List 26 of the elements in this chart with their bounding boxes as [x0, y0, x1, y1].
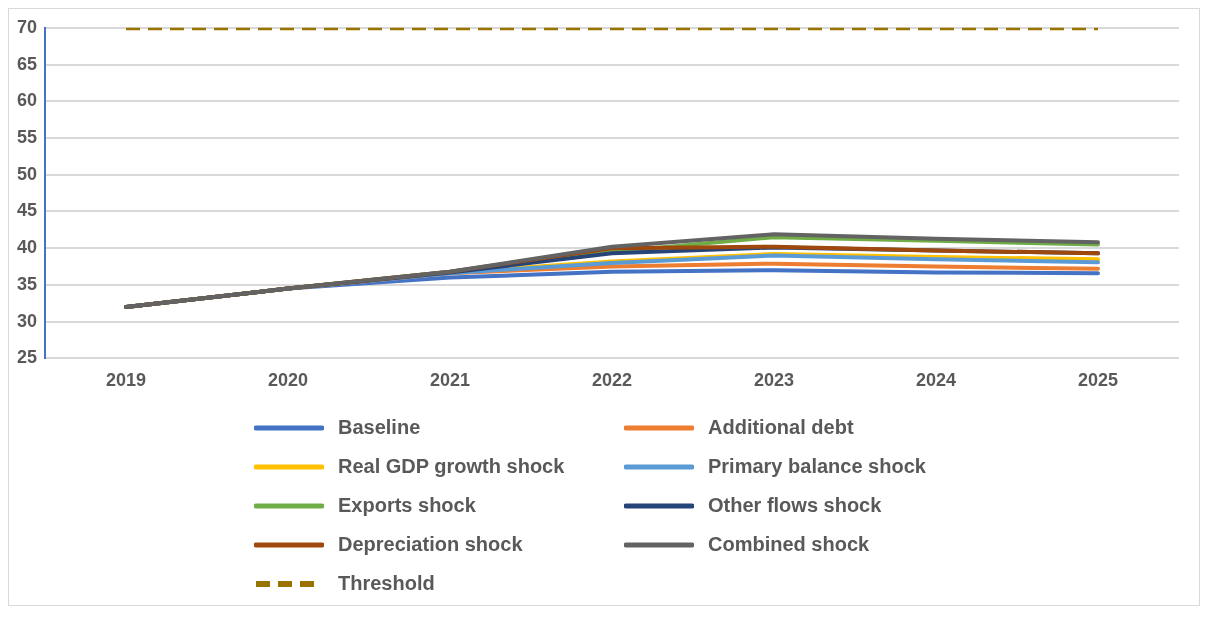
y-tick-label: 55: [16, 126, 38, 147]
legend-label: Primary balance shock: [708, 455, 926, 478]
legend-label: Baseline: [338, 416, 421, 439]
legend-label: Additional debt: [708, 416, 854, 439]
y-tick-label: 25: [16, 347, 38, 368]
x-tick-label: 2020: [267, 370, 309, 391]
legend-label: Depreciation shock: [338, 533, 523, 556]
x-tick-label: 2022: [591, 370, 633, 391]
legend-label: Threshold: [338, 572, 435, 595]
x-tick-label: 2025: [1077, 370, 1119, 391]
y-tick-label: 35: [16, 273, 38, 294]
y-tick-label: 45: [16, 200, 38, 221]
legend-label: Other flows shock: [708, 494, 882, 517]
x-tick-label: 2023: [753, 370, 795, 391]
x-tick-label: 2024: [915, 370, 957, 391]
legend-label: Combined shock: [708, 533, 870, 556]
legend-label: Real GDP growth shock: [338, 455, 565, 478]
y-tick-label: 40: [16, 237, 38, 258]
x-tick-label: 2019: [106, 370, 147, 391]
y-tick-label: 65: [16, 53, 38, 74]
y-tick-label: 50: [16, 163, 38, 184]
legend-label: Exports shock: [338, 494, 476, 517]
x-tick-label: 2021: [429, 370, 471, 391]
y-tick-label: 60: [16, 90, 38, 111]
y-tick-label: 70: [16, 16, 38, 37]
y-tick-label: 30: [16, 310, 38, 331]
